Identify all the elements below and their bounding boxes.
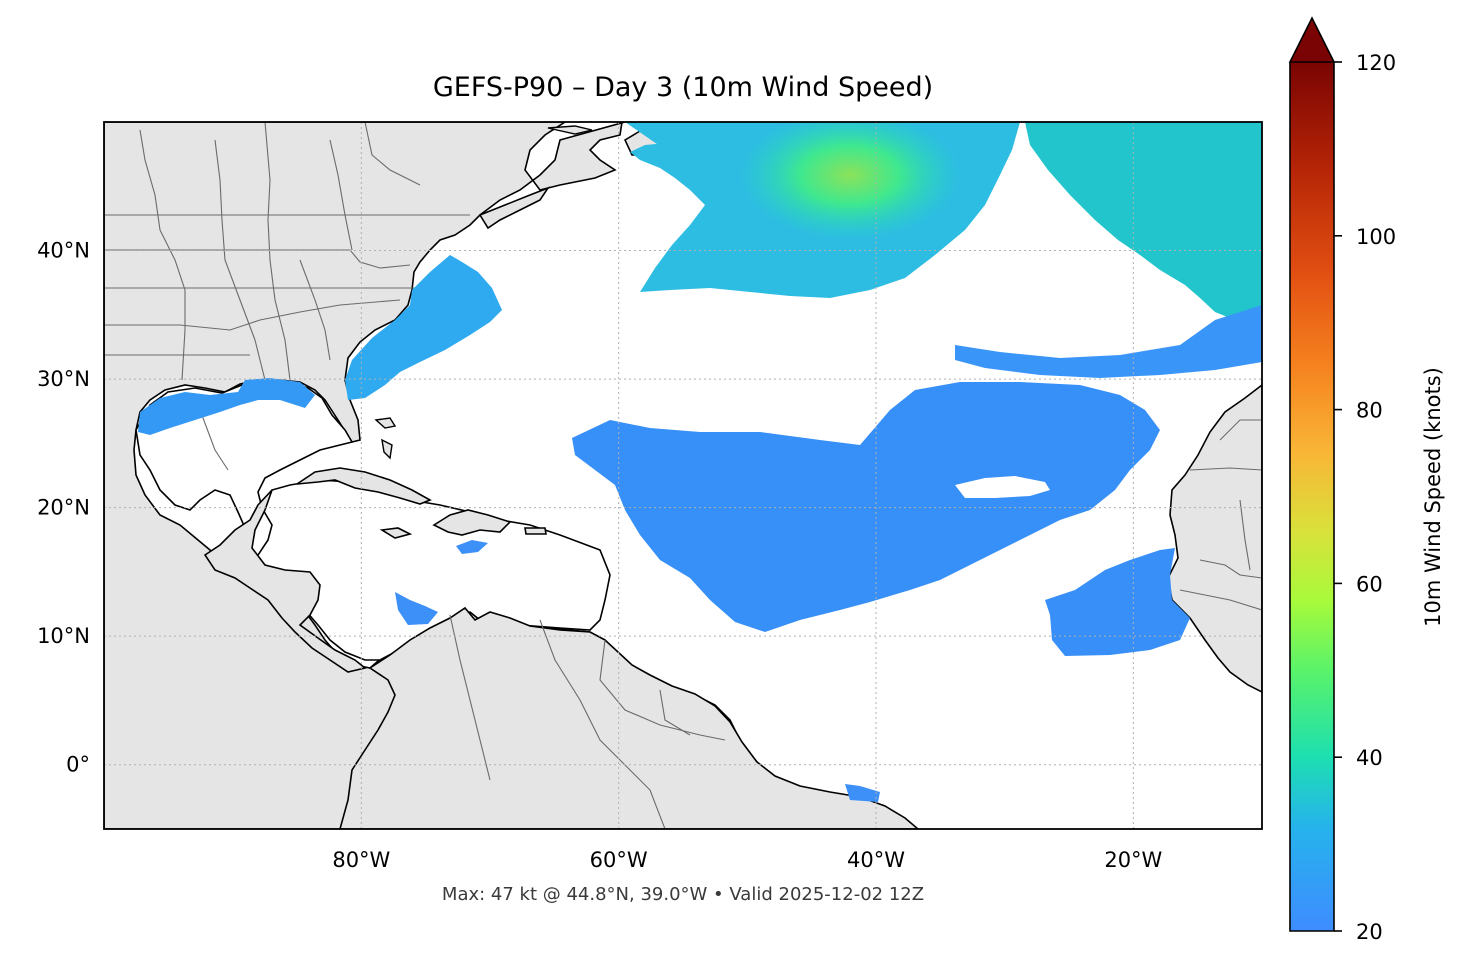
latitude-tick-label: 40°N (37, 239, 90, 263)
wind-region-northeast (1025, 122, 1262, 330)
nova-scotia (478, 186, 551, 230)
wind-region-central-atlantic (572, 382, 1160, 632)
admin-borders (104, 122, 1262, 829)
wind-region-gulf (138, 378, 315, 435)
africa (1167, 383, 1262, 693)
map-title: GEFS-P90 – Day 3 (10m Wind Speed) (432, 72, 934, 103)
wind-region-subtropical-band (955, 305, 1262, 378)
latitude-tick-label: 30°N (37, 367, 90, 391)
jamaica (379, 527, 413, 539)
south-america (339, 606, 920, 829)
longitude-tick-label: 20°W (1104, 848, 1162, 872)
colorbar-tick-label: 60 (1356, 572, 1383, 596)
cuba (296, 467, 432, 505)
colorbar-tick-label: 80 (1356, 399, 1383, 423)
puerto-rico (524, 527, 547, 535)
map-area (104, 122, 1262, 829)
colorbar-extend-arrow (1288, 16, 1336, 63)
latitude-tick-label: 10°N (37, 624, 90, 648)
longitude-tick-labels: 80°W 60°W 40°W 20°W (332, 848, 1162, 872)
latitude-tick-label: 0° (66, 753, 90, 777)
longitude-tick-label: 80°W (332, 848, 390, 872)
colorbar-tick-label: 100 (1356, 225, 1396, 249)
bahamas (374, 417, 397, 460)
wind-maximum-core (740, 122, 960, 240)
calm-pocket (955, 476, 1050, 498)
longitude-tick-label: 40°W (847, 848, 905, 872)
wind-region-caribbean (395, 592, 438, 625)
wind-region-west-africa (1045, 548, 1190, 656)
colorbar: 20 40 60 80 100 120 10m Wind Speed (knots) (1288, 16, 1445, 944)
anticosti-island (547, 125, 593, 135)
map-frame (103, 121, 1263, 830)
wind-region-us-east-coast (345, 255, 502, 400)
map-footer-info: Max: 47 kt @ 44.8°N, 39.0°W • Valid 2025… (441, 884, 925, 905)
gridlines (104, 122, 1262, 829)
central-america (203, 489, 367, 673)
latitude-tick-labels: 40°N 30°N 20°N 10°N 0° (37, 239, 90, 777)
colorbar-gradient (1290, 62, 1334, 931)
wind-speed-field (138, 122, 1262, 802)
colorbar-label: 10m Wind Speed (knots) (1421, 367, 1445, 627)
hispaniola (432, 509, 512, 536)
colorbar-tick-label: 20 (1356, 920, 1383, 944)
colorbar-tick-label: 120 (1356, 51, 1396, 75)
longitude-tick-label: 60°W (590, 848, 648, 872)
colorbar-ticks: 20 40 60 80 100 120 (1334, 51, 1396, 944)
wind-region-equatorial (845, 784, 880, 802)
colorbar-frame (1289, 62, 1335, 932)
wind-region-hispaniola-south (456, 540, 488, 554)
colorbar-tick-label: 40 (1356, 746, 1383, 770)
latitude-tick-label: 20°N (37, 496, 90, 520)
